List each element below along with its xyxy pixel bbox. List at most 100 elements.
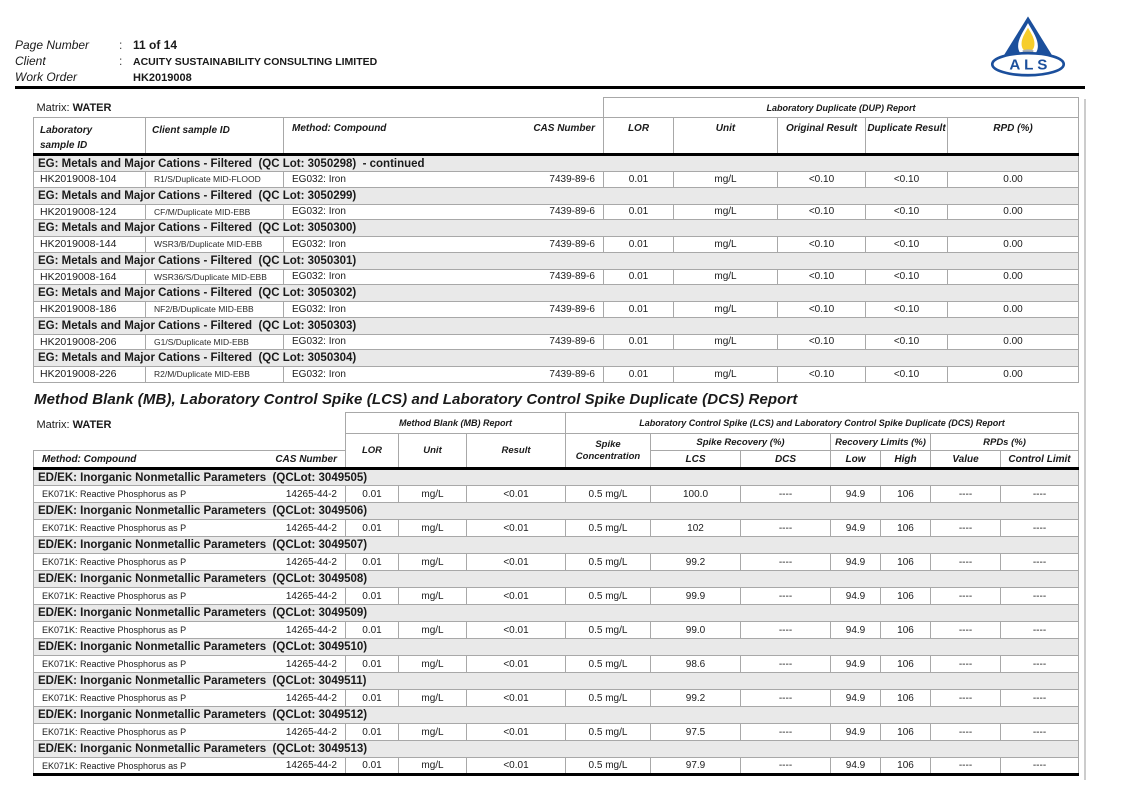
col-rpds: RPDs (%) (929, 433, 1080, 451)
als-logo-text: ALS (1009, 57, 1051, 74)
matrix-line-2: Matrix: WATER (33, 412, 346, 434)
matrix-label-2: Matrix: (36, 418, 70, 431)
qc-group-title: EG: Metals and Major Cations - Filtered … (32, 349, 1080, 367)
col-method-cas-2: Method: Compound CAS Number (33, 450, 346, 470)
spike-concentration-cell: 0.5 mg/L (565, 723, 651, 741)
original-result-cell: <0.10 (777, 171, 866, 188)
qc-group-title: EG: Metals and Major Cations - Filtered … (32, 316, 1080, 335)
lab-sample-id-cell: HK2019008-164 (33, 268, 146, 285)
cas-number-cell-2: 14265-44-2 (285, 692, 337, 704)
dcs-cell: ---- (740, 587, 831, 605)
cas-number-cell-2: 14265-44-2 (285, 624, 337, 636)
dup-data-row: HK2019008-164 WSR36/S/Duplicate MID-EBB … (33, 268, 1080, 285)
dcs-cell: ---- (740, 621, 831, 639)
unit-cell-2: mg/L (398, 757, 467, 776)
method-cas-cell: EG032: Iron 7439-89-6 (283, 236, 604, 253)
qclot-group-title: ED/EK: Inorganic Nonmetallic Parameters … (32, 570, 1080, 588)
als-logo-icon: ALS (990, 16, 1066, 77)
cas-number-cell-2: 14265-44-2 (285, 590, 337, 602)
client-sample-id-cell: R1/S/Duplicate MID-FLOOD (145, 171, 284, 188)
original-result-cell: <0.10 (777, 301, 866, 318)
method-cas-cell: EG032: Iron 7439-89-6 (283, 203, 604, 220)
control-limit-cell: ---- (999, 621, 1080, 639)
cas-number-cell-2: 14265-44-2 (285, 488, 337, 500)
dup-data-row: HK2019008-124 CF/M/Duplicate MID-EBB EG0… (33, 203, 1080, 220)
matrix-line: Matrix: WATER (33, 97, 604, 118)
qclot-group-title: ED/EK: Inorganic Nonmetallic Parameters … (32, 672, 1080, 690)
dup-data-row: HK2019008-144 WSR3/B/Duplicate MID-EBB E… (33, 236, 1080, 253)
duplicate-result-cell: <0.10 (865, 268, 948, 285)
cas-number-cell: 7439-89-6 (549, 368, 595, 380)
rpd-cell: 0.00 (946, 236, 1080, 253)
method-cas-cell-2: EK071K: Reactive Phosphorus as P 14265-4… (33, 689, 346, 707)
col-unit-2: Unit (398, 433, 467, 470)
result-cell: <0.01 (466, 689, 566, 707)
col-method-2: Method: Compound (42, 453, 137, 465)
compound-cell: EG032: Iron (292, 368, 346, 380)
low-cell: 94.9 (830, 689, 881, 707)
rpd-cell: 0.00 (946, 203, 1080, 220)
cas-number-cell: 7439-89-6 (549, 303, 595, 315)
method-cas-cell: EG032: Iron 7439-89-6 (283, 366, 604, 383)
result-cell: <0.01 (466, 519, 566, 537)
value-cell: ---- (930, 519, 1001, 537)
low-cell: 94.9 (830, 655, 881, 673)
qc-group-header-row: EG: Metals and Major Cations - Filtered … (32, 186, 1080, 205)
result-cell: <0.01 (466, 723, 566, 741)
cas-number-cell: 7439-89-6 (549, 173, 595, 185)
page-number-colon: : (119, 38, 123, 52)
client-label: Client (15, 54, 46, 68)
qc-group-title: EG: Metals and Major Cations - Filtered … (32, 284, 1080, 302)
cas-number-cell: 7439-89-6 (549, 206, 595, 218)
low-cell: 94.9 (830, 587, 881, 605)
lab-sample-id-cell: HK2019008-124 (33, 203, 146, 220)
result-cell: <0.01 (466, 587, 566, 605)
low-cell: 94.9 (830, 621, 881, 639)
unit-cell: mg/L (673, 236, 778, 253)
qc-group-header-row: EG: Metals and Major Cations - Filtered … (32, 316, 1080, 335)
col-method: Method: Compound (292, 123, 387, 134)
cas-number-cell: 7439-89-6 (549, 336, 595, 348)
compound-cell-2: EK071K: Reactive Phosphorus as P (42, 760, 187, 771)
col-lor: LOR (603, 117, 674, 156)
scan-edge-artifact (1084, 99, 1086, 780)
lab-sample-id-cell: HK2019008-206 (33, 333, 146, 350)
qc-group-title: EG: Metals and Major Cations - Filtered … (32, 251, 1080, 270)
col-result: Result (466, 433, 566, 470)
rpd-cell: 0.00 (946, 171, 1080, 188)
cas-number-cell-2: 14265-44-2 (285, 556, 337, 568)
high-cell: 106 (880, 553, 931, 571)
compound-cell: EG032: Iron (292, 303, 346, 315)
qc-group-header-row: EG: Metals and Major Cations - Filtered … (32, 251, 1080, 270)
col-dcs: DCS (740, 450, 831, 470)
rpd-cell: 0.00 (946, 301, 1080, 318)
qc-group-header-row: EG: Metals and Major Cations - Filtered … (32, 349, 1080, 367)
lor-cell-2: 0.01 (345, 587, 399, 605)
control-limit-cell: ---- (999, 689, 1080, 707)
mb-data-row: EK071K: Reactive Phosphorus as P 14265-4… (33, 689, 1080, 707)
mb-report-span-header: Method Blank (MB) Report (345, 412, 566, 434)
dcs-cell: ---- (740, 519, 831, 537)
spike-concentration-cell: 0.5 mg/L (565, 587, 651, 605)
mb-data-row: EK071K: Reactive Phosphorus as P 14265-4… (33, 587, 1080, 605)
compound-cell: EG032: Iron (292, 238, 346, 250)
low-cell: 94.9 (830, 519, 881, 537)
client-sample-id-cell: R2/M/Duplicate MID-EBB (145, 366, 284, 383)
result-cell: <0.01 (466, 757, 566, 776)
qclot-group-header-row: ED/EK: Inorganic Nonmetallic Parameters … (32, 672, 1080, 690)
unit-cell-2: mg/L (398, 485, 467, 503)
lor-cell: 0.01 (603, 301, 674, 318)
col-low: Low (830, 450, 881, 470)
qc-group-header-row: EG: Metals and Major Cations - Filtered … (32, 219, 1080, 237)
result-cell: <0.01 (466, 621, 566, 639)
control-limit-cell: ---- (999, 757, 1080, 776)
compound-cell-2: EK071K: Reactive Phosphorus as P (42, 625, 187, 635)
qc-group-title: EG: Metals and Major Cations - Filtered … (32, 154, 1080, 172)
matrix-label: Matrix: (36, 102, 70, 114)
dcs-cell: ---- (740, 723, 831, 741)
value-cell: ---- (930, 723, 1001, 741)
mb-data-row: EK071K: Reactive Phosphorus as P 14265-4… (33, 655, 1080, 673)
qclot-group-header-row: ED/EK: Inorganic Nonmetallic Parameters … (32, 502, 1080, 520)
dcs-cell: ---- (740, 553, 831, 571)
lcs-cell: 99.2 (650, 689, 741, 707)
